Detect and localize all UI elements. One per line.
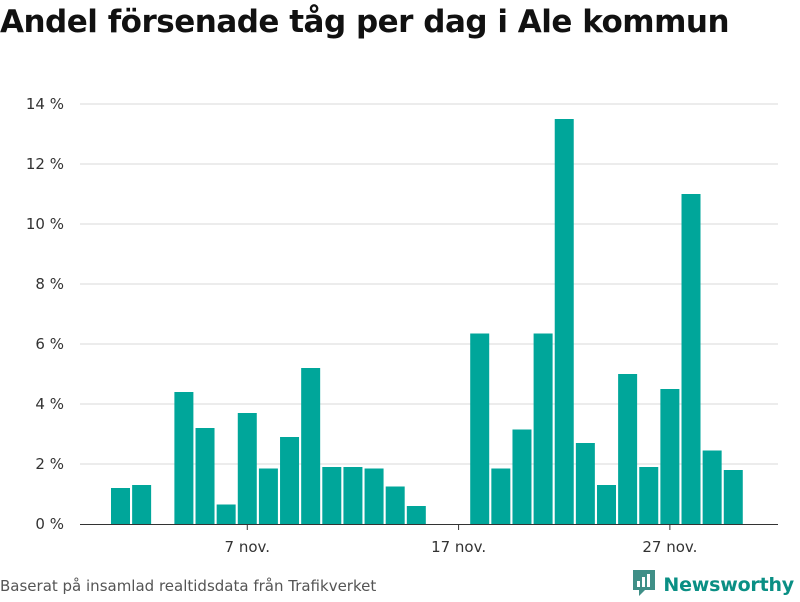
- bar[interactable]: [406, 506, 426, 524]
- bar[interactable]: [660, 389, 680, 524]
- y-tick-label: 6 %: [35, 335, 64, 353]
- y-tick-label: 14 %: [26, 95, 64, 113]
- bar[interactable]: [343, 467, 363, 524]
- x-tick-label: 7 nov.: [225, 538, 270, 556]
- bar[interactable]: [702, 450, 722, 525]
- y-tick-label: 10 %: [26, 215, 64, 233]
- bar[interactable]: [132, 485, 152, 524]
- bars: [111, 119, 743, 524]
- bar[interactable]: [301, 368, 321, 524]
- bar[interactable]: [216, 504, 236, 525]
- bar[interactable]: [533, 333, 553, 525]
- brand-name: Newsworthy: [663, 574, 794, 596]
- bar[interactable]: [554, 119, 574, 524]
- y-tick-label: 2 %: [35, 455, 64, 473]
- source-note: Baserat på insamlad realtidsdata från Tr…: [0, 577, 377, 595]
- x-axis: 7 nov. 17 nov. 27 nov.: [80, 524, 778, 556]
- y-tick-label: 0 %: [35, 515, 64, 533]
- bar[interactable]: [491, 468, 511, 525]
- bar[interactable]: [364, 468, 384, 525]
- y-tick-label: 8 %: [35, 275, 64, 293]
- bar[interactable]: [639, 467, 659, 524]
- bar[interactable]: [237, 413, 257, 524]
- bar[interactable]: [596, 485, 616, 524]
- y-axis-ticks: 0 % 2 % 4 % 6 % 8 % 10 % 12 % 14 %: [26, 95, 64, 533]
- x-tick-label: 27 nov.: [642, 538, 697, 556]
- x-tick-label: 17 nov.: [431, 538, 486, 556]
- bar-chart-icon: [631, 568, 657, 602]
- bar[interactable]: [575, 443, 595, 524]
- bar[interactable]: [681, 194, 701, 524]
- y-tick-label: 12 %: [26, 155, 64, 173]
- brand-logo[interactable]: Newsworthy: [631, 569, 794, 601]
- bar[interactable]: [195, 428, 215, 524]
- bar[interactable]: [258, 468, 278, 525]
- bar[interactable]: [723, 470, 743, 524]
- chart-title: Andel försenade tåg per dag i Ale kommun: [0, 4, 730, 40]
- bar[interactable]: [618, 374, 638, 524]
- bar[interactable]: [512, 429, 532, 525]
- bar[interactable]: [322, 467, 342, 524]
- y-tick-label: 4 %: [35, 395, 64, 413]
- bar[interactable]: [470, 333, 490, 525]
- bar[interactable]: [385, 486, 405, 525]
- bar[interactable]: [111, 488, 130, 524]
- bar[interactable]: [174, 392, 194, 524]
- bar[interactable]: [280, 437, 300, 524]
